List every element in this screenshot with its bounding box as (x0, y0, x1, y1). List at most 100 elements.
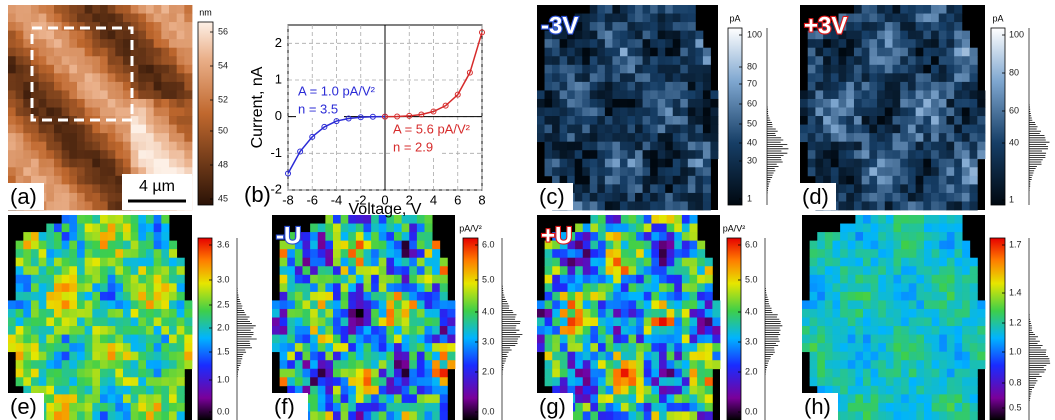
map-pixel (682, 309, 690, 318)
map-pixel (100, 403, 108, 412)
map-pixel (575, 224, 583, 233)
map-pixel (885, 65, 893, 74)
map-pixel (333, 215, 341, 224)
map-pixel (318, 352, 326, 361)
map-pixel (878, 283, 886, 292)
map-pixel (846, 201, 854, 210)
map-pixel (39, 90, 47, 99)
map-pixel (939, 232, 947, 241)
map-pixel (703, 65, 711, 74)
map-pixel (613, 275, 621, 284)
map-pixel (621, 318, 629, 327)
map-pixel (39, 352, 47, 361)
map-pixel (333, 326, 341, 335)
map-pixel (597, 193, 605, 202)
map-pixel (62, 275, 70, 284)
map-pixel (100, 82, 108, 91)
map-pixel (878, 352, 886, 361)
map-pixel (680, 90, 688, 99)
map-pixel (108, 56, 116, 65)
map-pixel (665, 22, 673, 31)
map-pixel (644, 258, 652, 267)
map-pixel (62, 14, 70, 23)
map-pixel (23, 283, 31, 292)
map-pixel (394, 309, 402, 318)
map-pixel (885, 73, 893, 82)
map-image (802, 215, 985, 420)
map-pixel (900, 82, 908, 91)
map-pixel (946, 142, 954, 151)
map-pixel (161, 48, 169, 57)
map-pixel (115, 142, 123, 151)
map-pixel (169, 159, 177, 168)
map-pixel (636, 275, 644, 284)
map-pixel (39, 360, 47, 369)
map-pixel (69, 108, 77, 117)
map-pixel (161, 90, 169, 99)
map-pixel (582, 90, 590, 99)
map-pixel (85, 326, 93, 335)
map-pixel (46, 352, 54, 361)
map-pixel (77, 73, 85, 82)
map-pixel (394, 300, 402, 309)
map-pixel (939, 201, 947, 210)
map-pixel (379, 369, 387, 378)
map-pixel (643, 193, 651, 202)
map-pixel (54, 142, 62, 151)
map-pixel (924, 411, 932, 420)
map-pixel (169, 65, 177, 74)
map-pixel (341, 215, 349, 224)
map-pixel (552, 343, 560, 352)
map-pixel (23, 249, 31, 258)
map-pixel (846, 82, 854, 91)
map-pixel (886, 394, 894, 403)
map-pixel (54, 369, 62, 378)
map-pixel (810, 343, 818, 352)
map-pixel (348, 275, 356, 284)
map-pixel (636, 241, 644, 250)
map-pixel (947, 386, 955, 395)
map-pixel (908, 82, 916, 91)
map-pixel (432, 300, 440, 309)
map-pixel (295, 352, 303, 361)
map-pixel (924, 352, 932, 361)
map-pixel (590, 39, 598, 48)
map-pixel (31, 292, 39, 301)
map-pixel (962, 352, 970, 361)
map-pixel (703, 56, 711, 65)
map-pixel (932, 309, 940, 318)
map-pixel (303, 369, 311, 378)
map-pixel (923, 65, 931, 74)
map-pixel (545, 377, 553, 386)
map-pixel (908, 99, 916, 108)
map-pixel (287, 377, 295, 386)
map-pixel (161, 292, 169, 301)
map-pixel (598, 360, 606, 369)
map-pixel (131, 275, 139, 284)
map-pixel (318, 266, 326, 275)
map-pixel (612, 48, 620, 57)
map-pixel (955, 292, 963, 301)
map-pixel (582, 142, 590, 151)
map-pixel (371, 241, 379, 250)
map-pixel (598, 309, 606, 318)
map-pixel (575, 318, 583, 327)
map-pixel (447, 309, 455, 318)
map-pixel (612, 5, 620, 14)
map-pixel (583, 232, 591, 241)
map-pixel (680, 65, 688, 74)
map-pixel (855, 224, 863, 233)
map-pixel (552, 150, 560, 159)
map-pixel (100, 232, 108, 241)
map-pixel (894, 232, 902, 241)
map-pixel (23, 167, 31, 176)
map-pixel (612, 125, 620, 134)
map-pixel (371, 249, 379, 258)
map-pixel (62, 184, 70, 193)
map-pixel (402, 369, 410, 378)
map-pixel (939, 224, 947, 233)
map-pixel (703, 201, 711, 210)
map-pixel (598, 224, 606, 233)
map-pixel (108, 99, 116, 108)
map-pixel (815, 48, 823, 57)
